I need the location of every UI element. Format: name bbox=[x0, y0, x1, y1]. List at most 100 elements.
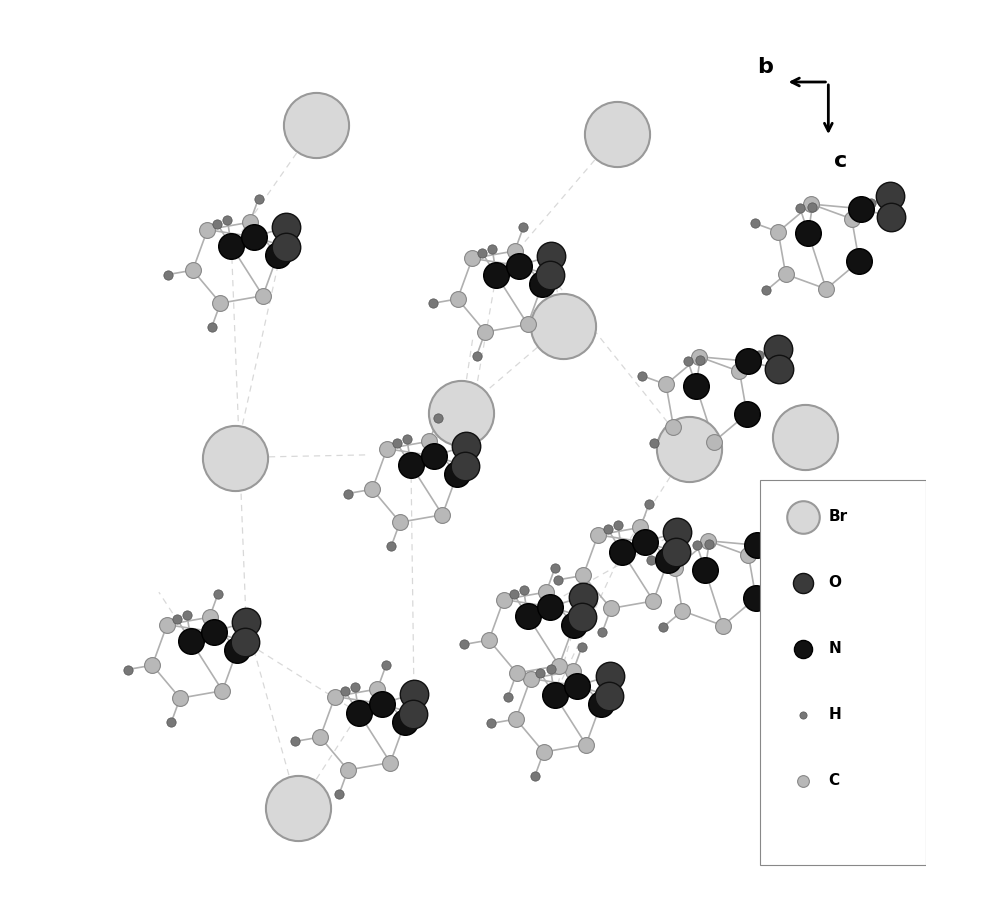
Point bbox=[749, 538, 765, 553]
Point bbox=[538, 585, 554, 600]
Point bbox=[425, 296, 441, 310]
Point bbox=[506, 587, 522, 602]
Point bbox=[779, 525, 795, 540]
Point bbox=[731, 364, 747, 379]
Point bbox=[770, 225, 786, 239]
Point bbox=[740, 354, 756, 369]
Text: H: H bbox=[828, 707, 841, 723]
Point bbox=[340, 762, 356, 777]
Point bbox=[278, 220, 294, 235]
Point bbox=[278, 239, 294, 254]
Point bbox=[520, 317, 536, 332]
Point bbox=[863, 195, 879, 210]
Point bbox=[144, 658, 160, 673]
Point bbox=[508, 711, 524, 726]
Point bbox=[496, 592, 512, 607]
Point bbox=[340, 486, 356, 501]
Point bbox=[199, 223, 215, 237]
Point bbox=[172, 691, 188, 706]
Point bbox=[523, 671, 539, 686]
Point bbox=[778, 267, 794, 282]
Point bbox=[645, 593, 661, 608]
Point bbox=[516, 582, 532, 597]
Point bbox=[637, 535, 653, 550]
Point bbox=[426, 448, 442, 463]
Point bbox=[680, 354, 696, 369]
Point bbox=[688, 379, 704, 394]
Point bbox=[397, 714, 413, 729]
Text: O: O bbox=[828, 576, 841, 590]
Point bbox=[246, 229, 262, 244]
Point bbox=[290, 800, 306, 815]
Point bbox=[532, 665, 548, 680]
Point bbox=[223, 239, 239, 254]
Point bbox=[655, 620, 671, 635]
Point bbox=[818, 282, 834, 297]
Point bbox=[803, 197, 819, 212]
Point bbox=[351, 706, 367, 721]
Point bbox=[748, 590, 764, 605]
Point bbox=[751, 348, 767, 363]
Point bbox=[574, 609, 590, 624]
Point bbox=[747, 216, 763, 231]
Point bbox=[853, 201, 869, 216]
Point bbox=[202, 610, 218, 625]
Point bbox=[337, 684, 353, 699]
Point bbox=[392, 515, 408, 529]
Point bbox=[255, 288, 271, 303]
Point bbox=[547, 561, 563, 576]
Point bbox=[405, 706, 421, 721]
Point bbox=[632, 520, 648, 535]
Point bbox=[601, 688, 617, 703]
Point bbox=[187, 900, 203, 915]
Point bbox=[434, 507, 450, 522]
Point bbox=[739, 407, 755, 421]
Point bbox=[760, 532, 776, 547]
Point bbox=[646, 435, 662, 450]
Point bbox=[883, 210, 899, 225]
Point bbox=[483, 716, 499, 731]
Point bbox=[800, 226, 816, 241]
Point bbox=[641, 496, 657, 511]
Point bbox=[543, 662, 559, 676]
Point bbox=[527, 768, 543, 783]
Point bbox=[706, 434, 722, 449]
FancyBboxPatch shape bbox=[760, 480, 926, 865]
Point bbox=[797, 430, 813, 444]
Point bbox=[169, 612, 185, 626]
Point bbox=[614, 544, 630, 559]
Point bbox=[209, 217, 225, 232]
Point bbox=[183, 634, 199, 649]
Point bbox=[669, 525, 685, 540]
Point bbox=[715, 618, 731, 633]
Point bbox=[515, 220, 531, 235]
Point bbox=[660, 553, 676, 568]
Point bbox=[251, 191, 267, 206]
Point bbox=[543, 249, 559, 263]
Point bbox=[509, 665, 525, 680]
Point bbox=[160, 267, 176, 282]
Point bbox=[464, 251, 480, 266]
Point bbox=[210, 586, 226, 601]
Point bbox=[689, 538, 705, 553]
Point bbox=[399, 432, 415, 446]
Point bbox=[237, 635, 253, 650]
Text: Br: Br bbox=[828, 509, 847, 525]
Point bbox=[574, 640, 590, 655]
Point bbox=[593, 697, 609, 711]
Point bbox=[238, 614, 254, 629]
Point bbox=[667, 561, 683, 576]
Point bbox=[458, 439, 474, 454]
Point bbox=[229, 643, 245, 658]
Point bbox=[804, 200, 820, 214]
Point bbox=[214, 684, 230, 699]
Point bbox=[212, 296, 228, 310]
Point bbox=[771, 362, 787, 377]
Point bbox=[378, 658, 394, 673]
Point bbox=[665, 419, 681, 434]
Point bbox=[219, 213, 235, 227]
Point bbox=[674, 603, 690, 618]
Point bbox=[403, 458, 419, 473]
Point bbox=[697, 563, 713, 578]
Point bbox=[120, 663, 136, 677]
